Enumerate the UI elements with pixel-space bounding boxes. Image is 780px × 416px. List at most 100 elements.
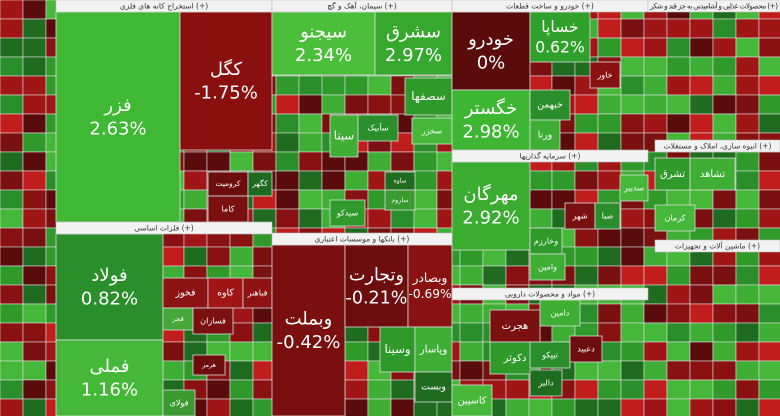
cell: [0, 227, 24, 248]
cell: [22, 227, 47, 248]
cell: [574, 360, 599, 381]
cell: [666, 56, 691, 77]
tile: [451, 89, 531, 151]
cell: [735, 322, 760, 343]
cell: [735, 18, 760, 39]
tile: [451, 161, 531, 251]
cell: [275, 151, 300, 172]
tile-name: سدبیر: [623, 183, 644, 193]
cell: [0, 246, 24, 267]
cell: [643, 56, 668, 77]
tile: [539, 299, 581, 327]
tile: [207, 171, 249, 197]
tile-name: سیتا: [334, 129, 354, 143]
tile: [411, 117, 453, 145]
tile: [529, 253, 566, 281]
tile-name: فولاد: [91, 265, 127, 286]
cell: [367, 208, 392, 229]
tile-name: فملی: [90, 356, 130, 377]
cell: [183, 189, 208, 210]
cell: [712, 379, 737, 400]
cell: [344, 360, 369, 381]
cell: [666, 75, 691, 96]
cell: [298, 170, 323, 191]
cell: [620, 303, 645, 324]
cell: [528, 189, 553, 210]
cell: [758, 341, 780, 362]
cell: [735, 398, 760, 416]
cell: [505, 379, 530, 400]
cell: [413, 151, 438, 172]
cell: [574, 246, 599, 267]
cell: [689, 56, 714, 77]
tile-name: کاما: [221, 204, 234, 214]
cell: [666, 379, 691, 400]
cell: [206, 379, 231, 400]
cell: [183, 170, 208, 191]
sector-title: استخراج کانه های فلزی (+): [120, 2, 208, 11]
cell: [758, 303, 780, 324]
cell: [0, 113, 24, 134]
cell: [758, 360, 780, 381]
cell: [390, 398, 415, 416]
cell: [666, 322, 691, 343]
cell: [574, 227, 599, 248]
tile: [344, 244, 409, 328]
tile-name: وبست: [421, 382, 446, 393]
tile-name: شهر: [572, 211, 588, 221]
tile-name: سصفها: [411, 89, 446, 103]
tile-name: دامین: [551, 308, 570, 318]
sector: محصولات غذایی و آشامیدنی به جز قند و شکر…: [647, 0, 780, 13]
tile-change: 0.82%: [81, 289, 138, 310]
cell: [712, 265, 737, 286]
sector: فلزات اساسی (+) فولاد 0.82% فملی 1.16% فخوز کا…: [55, 221, 273, 416]
cell: [689, 360, 714, 381]
tile: [162, 277, 209, 309]
cell: [620, 246, 645, 267]
cell: [735, 284, 760, 305]
tile-name: خگستر: [464, 97, 518, 119]
cell: [712, 208, 737, 229]
cell: [643, 113, 668, 134]
cell: [459, 265, 484, 286]
cell: [712, 398, 737, 416]
cell: [22, 284, 47, 305]
cell: [620, 379, 645, 400]
tile-name: هجرت: [502, 321, 529, 332]
cell: [367, 151, 392, 172]
cell: [758, 18, 780, 39]
cell: [666, 303, 691, 324]
cell: [413, 170, 438, 191]
cell: [551, 170, 576, 191]
cell: [758, 284, 780, 305]
cell: [0, 303, 24, 324]
tile-name: وبملت: [285, 309, 333, 330]
cell: [22, 398, 47, 416]
cell: [22, 37, 47, 58]
cell: [22, 360, 47, 381]
cell: [229, 151, 254, 172]
cell: [344, 398, 369, 416]
cell: [735, 379, 760, 400]
cell: [735, 94, 760, 115]
cell: [735, 208, 760, 229]
tile-change: 2.97%: [385, 45, 442, 66]
cell: [712, 18, 737, 39]
tile: [689, 157, 736, 191]
tile: [654, 204, 696, 232]
tile: [529, 227, 563, 255]
tile-name: دعبید: [577, 344, 595, 354]
tile-name: سشرق: [386, 22, 441, 43]
cell: [643, 75, 668, 96]
tile: [589, 61, 621, 89]
cell: [528, 170, 553, 191]
tile-name: کرومیت: [216, 179, 241, 188]
tile: [329, 199, 366, 227]
cell: [712, 75, 737, 96]
cell: [206, 246, 231, 267]
cell: [666, 341, 691, 362]
cell: [22, 132, 47, 153]
cell: [643, 37, 668, 58]
